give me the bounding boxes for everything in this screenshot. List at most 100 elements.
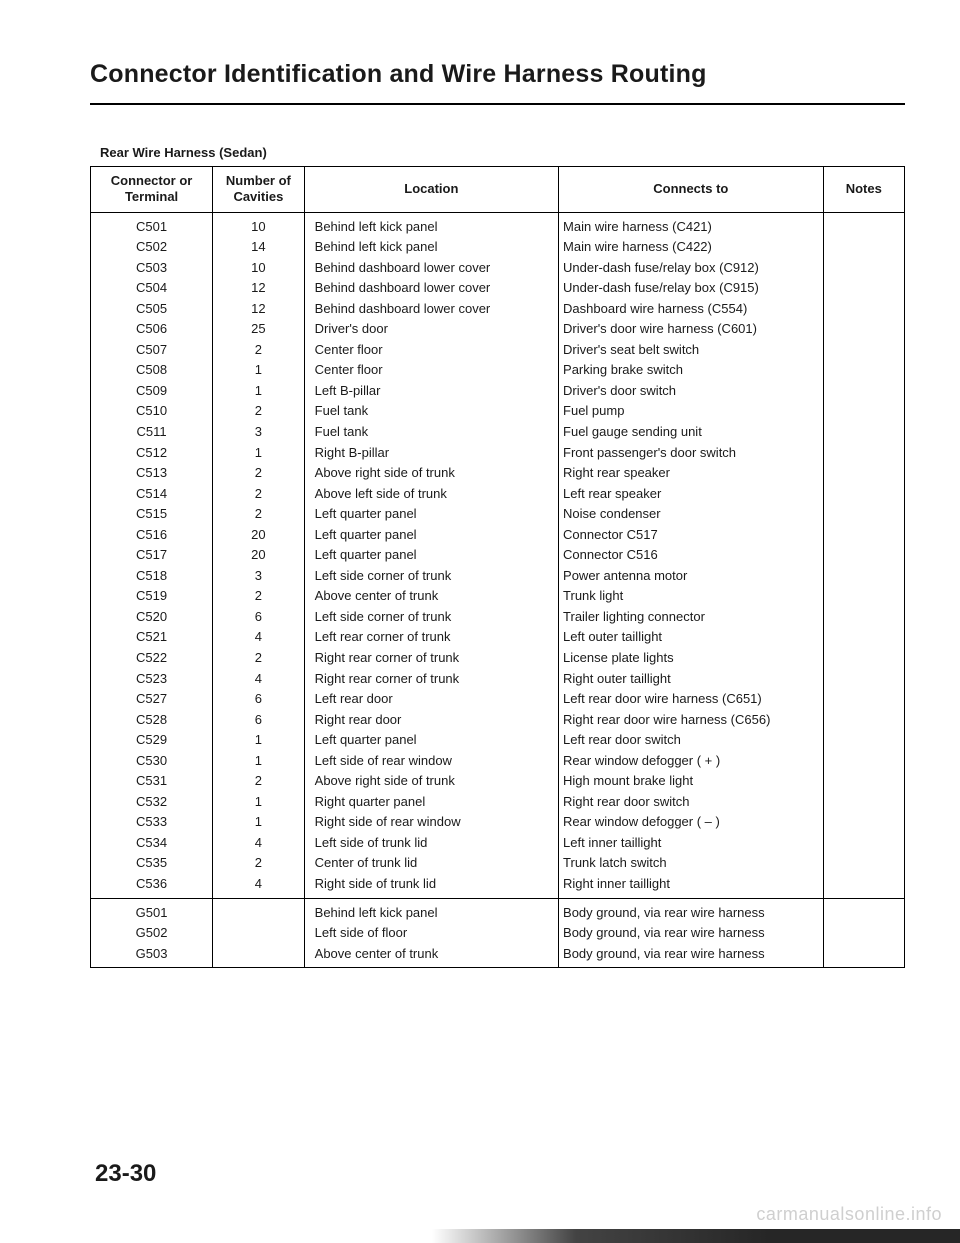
cell-connects: Left rear door switch xyxy=(559,730,824,751)
cell-connects: Body ground, via rear wire harness xyxy=(559,923,824,944)
table-row: G503Above center of trunkBody ground, vi… xyxy=(91,943,905,968)
table-row: C5291Left quarter panelLeft rear door sw… xyxy=(91,730,905,751)
cell-cavities: 3 xyxy=(213,565,305,586)
cell-cavities: 4 xyxy=(213,832,305,853)
cell-location: Right side of trunk lid xyxy=(304,874,558,899)
cell-notes xyxy=(823,565,904,586)
cell-connects: Left rear door wire harness (C651) xyxy=(559,689,824,710)
cell-terminal: C535 xyxy=(91,853,213,874)
cell-location: Behind left kick panel xyxy=(304,212,558,237)
table-row: C5286Right rear doorRight rear door wire… xyxy=(91,709,905,730)
cell-cavities: 25 xyxy=(213,319,305,340)
header-notes: Notes xyxy=(823,167,904,213)
cell-terminal: C512 xyxy=(91,442,213,463)
cell-location: Center floor xyxy=(304,339,558,360)
table-row: C5214Left rear corner of trunkLeft outer… xyxy=(91,627,905,648)
table-row: C5132Above right side of trunkRight rear… xyxy=(91,463,905,484)
cell-terminal: C518 xyxy=(91,565,213,586)
cell-location: Left side of floor xyxy=(304,923,558,944)
cell-location: Left side of trunk lid xyxy=(304,832,558,853)
table-row: C5102Fuel tankFuel pump xyxy=(91,401,905,422)
table-row: C5072Center floorDriver's seat belt swit… xyxy=(91,339,905,360)
cell-cavities: 2 xyxy=(213,401,305,422)
cell-connects: Fuel gauge sending unit xyxy=(559,421,824,442)
cell-notes xyxy=(823,360,904,381)
cell-location: Right rear corner of trunk xyxy=(304,668,558,689)
header-location: Location xyxy=(304,167,558,213)
cell-cavities: 2 xyxy=(213,647,305,668)
cell-location: Left quarter panel xyxy=(304,504,558,525)
cell-terminal: C520 xyxy=(91,606,213,627)
cell-terminal: C523 xyxy=(91,668,213,689)
cell-terminal: C513 xyxy=(91,463,213,484)
cell-location: Driver's door xyxy=(304,319,558,340)
table-row: C50412Behind dashboard lower coverUnder-… xyxy=(91,278,905,299)
cell-terminal: C511 xyxy=(91,421,213,442)
cell-connects: Driver's door switch xyxy=(559,380,824,401)
cell-connects: Right inner taillight xyxy=(559,874,824,899)
cell-connects: Rear window defogger ( – ) xyxy=(559,812,824,833)
cell-location: Fuel tank xyxy=(304,421,558,442)
table-row: C51720Left quarter panelConnector C516 xyxy=(91,545,905,566)
cell-connects: Driver's seat belt switch xyxy=(559,339,824,360)
cell-connects: Right outer taillight xyxy=(559,668,824,689)
cell-notes xyxy=(823,380,904,401)
cell-notes xyxy=(823,278,904,299)
cell-terminal: G502 xyxy=(91,923,213,944)
cell-connects: Noise condenser xyxy=(559,504,824,525)
cell-location: Fuel tank xyxy=(304,401,558,422)
cell-location: Right B-pillar xyxy=(304,442,558,463)
cell-location: Center of trunk lid xyxy=(304,853,558,874)
table-row: C5152Left quarter panelNoise condenser xyxy=(91,504,905,525)
cell-notes xyxy=(823,812,904,833)
cell-notes xyxy=(823,545,904,566)
cell-connects: Body ground, via rear wire harness xyxy=(559,943,824,968)
cell-cavities xyxy=(213,898,305,923)
cell-cavities: 1 xyxy=(213,750,305,771)
table-row: C5222Right rear corner of trunkLicense p… xyxy=(91,647,905,668)
table-row: C5321Right quarter panelRight rear door … xyxy=(91,791,905,812)
cell-connects: Parking brake switch xyxy=(559,360,824,381)
page-number: 23-30 xyxy=(95,1160,156,1188)
table-header-row: Connector or Terminal Number of Cavities… xyxy=(91,167,905,213)
cell-cavities: 1 xyxy=(213,730,305,751)
cell-connects: Body ground, via rear wire harness xyxy=(559,898,824,923)
cell-location: Left side of rear window xyxy=(304,750,558,771)
cell-terminal: C505 xyxy=(91,298,213,319)
cell-cavities: 2 xyxy=(213,504,305,525)
cell-notes xyxy=(823,504,904,525)
cell-cavities: 4 xyxy=(213,627,305,648)
cell-terminal: C504 xyxy=(91,278,213,299)
cell-terminal: C528 xyxy=(91,709,213,730)
cell-notes xyxy=(823,771,904,792)
cell-cavities: 6 xyxy=(213,709,305,730)
cell-location: Center floor xyxy=(304,360,558,381)
header-cavities: Number of Cavities xyxy=(213,167,305,213)
cell-notes xyxy=(823,689,904,710)
cell-connects: Trailer lighting connector xyxy=(559,606,824,627)
cell-cavities: 2 xyxy=(213,339,305,360)
cell-notes xyxy=(823,668,904,689)
cell-notes xyxy=(823,339,904,360)
table-row: C5081Center floorParking brake switch xyxy=(91,360,905,381)
cell-notes xyxy=(823,319,904,340)
table-row: C50625Driver's doorDriver's door wire ha… xyxy=(91,319,905,340)
cell-terminal: C516 xyxy=(91,524,213,545)
cell-terminal: C510 xyxy=(91,401,213,422)
cell-notes xyxy=(823,647,904,668)
table-row: C5301Left side of rear windowRear window… xyxy=(91,750,905,771)
cell-notes xyxy=(823,943,904,968)
cell-terminal: C507 xyxy=(91,339,213,360)
cell-terminal: C514 xyxy=(91,483,213,504)
cell-location: Behind left kick panel xyxy=(304,898,558,923)
cell-notes xyxy=(823,524,904,545)
table-row: C5364Right side of trunk lidRight inner … xyxy=(91,874,905,899)
cell-notes xyxy=(823,257,904,278)
cell-terminal: C502 xyxy=(91,237,213,258)
cell-terminal: C506 xyxy=(91,319,213,340)
cell-notes xyxy=(823,421,904,442)
table-row: C5121Right B-pillarFront passenger's doo… xyxy=(91,442,905,463)
page-title: Connector Identification and Wire Harnes… xyxy=(90,60,905,89)
cell-connects: Right rear speaker xyxy=(559,463,824,484)
cell-notes xyxy=(823,483,904,504)
